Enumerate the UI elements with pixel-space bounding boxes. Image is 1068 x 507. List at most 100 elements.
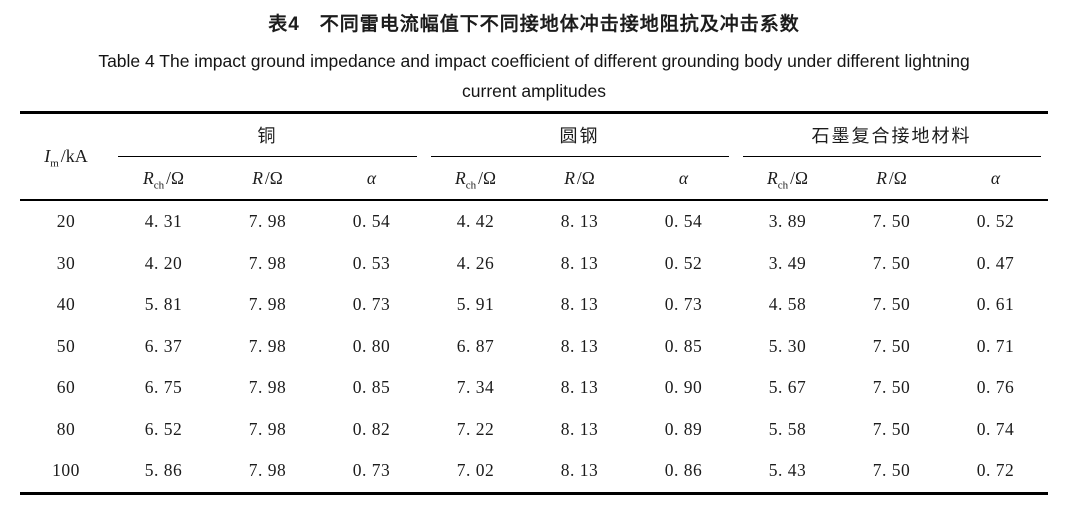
column-header-im: Im/kA	[20, 113, 111, 201]
table-row-im-30: 30 4. 20 7. 98 0. 53 4. 26 8. 13 0. 52 3…	[20, 243, 1047, 285]
cell-value: 7. 50	[872, 377, 911, 398]
cell-value: 6. 87	[456, 335, 495, 356]
cell-value: 7. 02	[456, 460, 495, 481]
cell-value: 7. 50	[872, 418, 911, 439]
cell-value: 0. 85	[664, 335, 703, 356]
cell-value: 3. 49	[768, 252, 807, 273]
caption-english-line1: Table 4 The impact ground impedance and …	[98, 51, 970, 71]
cell-value: 7. 98	[248, 252, 287, 273]
cell-value: 7. 98	[248, 460, 287, 481]
cell-value: 7. 50	[872, 211, 911, 232]
column-header-rch-copper: Rch/Ω	[143, 167, 184, 191]
cell-value: 5. 30	[768, 335, 807, 356]
cell-value: 5. 86	[144, 460, 183, 481]
cell-value: 7. 98	[248, 377, 287, 398]
cell-value: 7. 22	[456, 418, 495, 439]
cell-value: 3. 89	[768, 211, 807, 232]
cell-value: 7. 34	[456, 377, 495, 398]
table-row-im-100: 100 5. 86 7. 98 0. 73 7. 02 8. 13 0. 86 …	[20, 450, 1047, 493]
cell-value: 0. 80	[352, 335, 391, 356]
cell-value: 4. 58	[768, 294, 807, 315]
cell-value: 0. 72	[976, 460, 1015, 481]
cell-value: 5. 67	[768, 377, 807, 398]
im-subscript: m	[50, 157, 59, 170]
cell-value: 8. 13	[560, 211, 599, 232]
caption-english-line2: current amplitudes	[462, 81, 606, 101]
column-header-rch-graphite: Rch/Ω	[767, 167, 808, 191]
cell-value: 4. 42	[456, 211, 495, 232]
cell-value: 7. 98	[248, 418, 287, 439]
column-header-alpha-round-steel: α	[678, 167, 689, 188]
cell-value: 7. 50	[872, 252, 911, 273]
cell-value: 0. 89	[664, 418, 703, 439]
cell-value: 7. 98	[248, 335, 287, 356]
cell-value: 0. 54	[664, 211, 703, 232]
cell-value: 0. 86	[664, 460, 703, 481]
table-row-im-80: 80 6. 52 7. 98 0. 82 7. 22 8. 13 0. 89 5…	[20, 409, 1047, 451]
cell-value: 0. 47	[976, 252, 1015, 273]
cell-value: 4. 31	[144, 211, 183, 232]
cell-value: 4. 26	[456, 252, 495, 273]
cell-value: 7. 50	[872, 294, 911, 315]
cell-value: 0. 52	[976, 211, 1015, 232]
cell-value: 0. 54	[352, 211, 391, 232]
table-row-im-50: 50 6. 37 7. 98 0. 80 6. 87 8. 13 0. 85 5…	[20, 326, 1047, 368]
cell-value: 0. 90	[664, 377, 703, 398]
cell-value: 7. 50	[872, 460, 911, 481]
cell-value: 0. 71	[976, 335, 1015, 356]
cell-value: 0. 82	[352, 418, 391, 439]
cell-value: 0. 73	[352, 460, 391, 481]
cell-im: 80	[56, 418, 76, 439]
cell-value: 7. 98	[248, 211, 287, 232]
cell-value: 8. 13	[560, 335, 599, 356]
cell-value: 0. 74	[976, 418, 1015, 439]
table-caption-chinese: 表4 不同雷电流幅值下不同接地体冲击接地阻抗及冲击系数	[268, 14, 800, 35]
table-row-im-40: 40 5. 81 7. 98 0. 73 5. 91 8. 13 0. 73 4…	[20, 284, 1047, 326]
table-row-im-20: 20 4. 31 7. 98 0. 54 4. 42 8. 13 0. 54 3…	[20, 200, 1047, 243]
cell-value: 7. 98	[248, 294, 287, 315]
cell-im: 40	[56, 294, 76, 315]
cell-value: 6. 75	[144, 377, 183, 398]
cell-value: 8. 13	[560, 460, 599, 481]
cell-value: 8. 13	[560, 294, 599, 315]
cell-value: 8. 13	[560, 377, 599, 398]
im-symbol: I	[44, 146, 51, 166]
cell-value: 5. 43	[768, 460, 807, 481]
cell-value: 8. 13	[560, 418, 599, 439]
group-header-copper: 铜	[111, 113, 423, 157]
cell-value: 5. 81	[144, 294, 183, 315]
cell-value: 6. 37	[144, 335, 183, 356]
cell-im: 60	[56, 377, 76, 398]
cell-value: 0. 73	[352, 294, 391, 315]
cell-value: 0. 61	[976, 294, 1015, 315]
cell-im: 100	[52, 460, 80, 481]
group-header-graphite-composite: 石墨复合接地材料	[736, 113, 1048, 157]
cell-value: 0. 52	[664, 252, 703, 273]
column-header-alpha-copper: α	[366, 167, 377, 188]
table-caption-english: Table 4 The impact ground impedance and …	[0, 46, 1068, 106]
results-table: Im/kA 铜 圆钢 石墨复合接地材料 Rch/Ω R/Ω α Rch/Ω R /…	[20, 111, 1048, 495]
table-row-im-60: 60 6. 75 7. 98 0. 85 7. 34 8. 13 0. 90 5…	[20, 367, 1047, 409]
group-label-round-steel: 圆钢	[559, 126, 600, 146]
group-label-copper: 铜	[257, 126, 278, 146]
column-header-r-graphite: R/Ω	[876, 167, 907, 188]
cell-im: 30	[56, 252, 76, 273]
cell-im: 20	[56, 211, 76, 232]
cell-value: 5. 58	[768, 418, 807, 439]
cell-value: 7. 50	[872, 335, 911, 356]
column-header-alpha-graphite: α	[990, 167, 1001, 188]
group-label-graphite-composite: 石墨复合接地材料	[811, 126, 972, 146]
cell-value: 0. 73	[664, 294, 703, 315]
im-unit: /kA	[60, 146, 88, 166]
cell-value: 8. 13	[560, 252, 599, 273]
group-header-round-steel: 圆钢	[424, 113, 736, 157]
cell-value: 6. 52	[144, 418, 183, 439]
cell-value: 5. 91	[456, 294, 495, 315]
cell-im: 50	[56, 335, 76, 356]
column-header-r-round-steel: R/Ω	[564, 167, 595, 188]
column-header-r-copper: R/Ω	[252, 167, 283, 188]
cell-value: 0. 85	[352, 377, 391, 398]
cell-value: 4. 20	[144, 252, 183, 273]
cell-value: 0. 53	[352, 252, 391, 273]
column-header-rch-round-steel: Rch/Ω	[455, 167, 496, 191]
